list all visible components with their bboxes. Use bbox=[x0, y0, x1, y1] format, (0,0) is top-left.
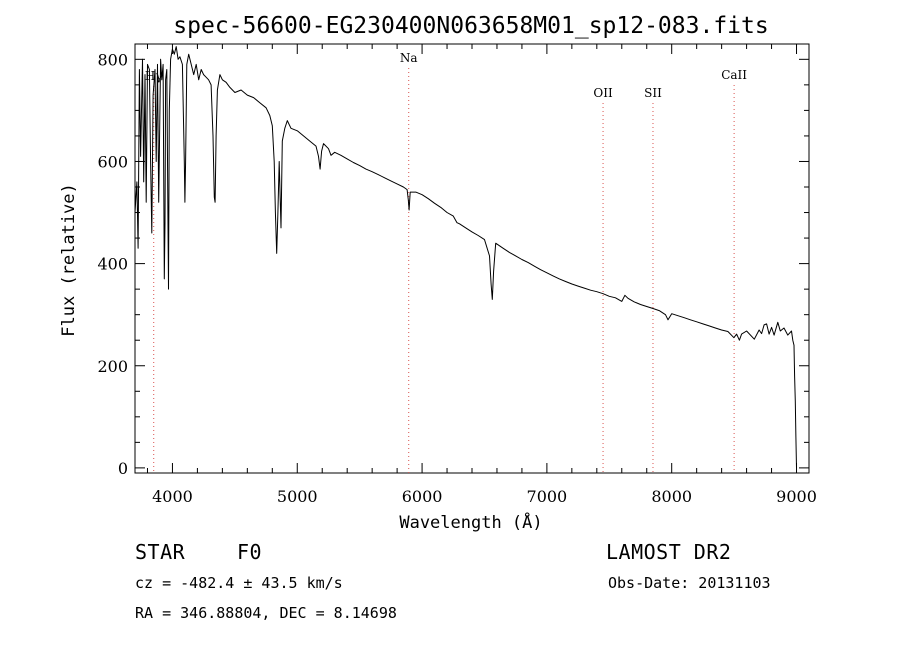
chart-title: spec-56600-EG230400N063658M01_sp12-083.f… bbox=[173, 13, 768, 39]
object-subclass: F0 bbox=[237, 540, 263, 564]
y-tick-label: 200 bbox=[97, 357, 128, 376]
plot-axes: 4000 5000 6000 7000 8000 9000 0 200 400 600 800 bbox=[97, 43, 817, 506]
y-tick-label: 600 bbox=[97, 152, 128, 171]
x-tick-label: 9000 bbox=[776, 487, 817, 506]
line-marker-label: Na bbox=[400, 51, 418, 65]
spectrum-line bbox=[134, 46, 797, 468]
line-marker-label: SII bbox=[644, 86, 662, 100]
x-tick-label: 5000 bbox=[277, 487, 318, 506]
object-class: STAR bbox=[135, 540, 186, 564]
x-tick-label: 4000 bbox=[152, 487, 193, 506]
y-axis-label: Flux (relative) bbox=[59, 183, 79, 337]
line-marker-label: CaII bbox=[721, 68, 747, 82]
survey-name: LAMOST DR2 bbox=[606, 540, 732, 564]
redshift-value: cz = -482.4 ± 43.5 km/s bbox=[135, 574, 343, 592]
x-tick-label: 7000 bbox=[527, 487, 568, 506]
y-tick-label: 800 bbox=[97, 50, 128, 69]
line-marker-label: OII bbox=[593, 86, 613, 100]
coordinates: RA = 346.88804, DEC = 8.14698 bbox=[135, 604, 397, 622]
y-tick-label: 400 bbox=[97, 255, 128, 274]
observation-date: Obs-Date: 20131103 bbox=[608, 574, 771, 592]
plot-frame bbox=[134, 43, 810, 474]
spectrum-series bbox=[134, 46, 797, 468]
x-tick-label: 8000 bbox=[651, 487, 692, 506]
x-tick-label: 6000 bbox=[402, 487, 443, 506]
y-tick-label: 0 bbox=[118, 459, 128, 478]
x-axis-label: Wavelength (Å) bbox=[399, 511, 542, 533]
